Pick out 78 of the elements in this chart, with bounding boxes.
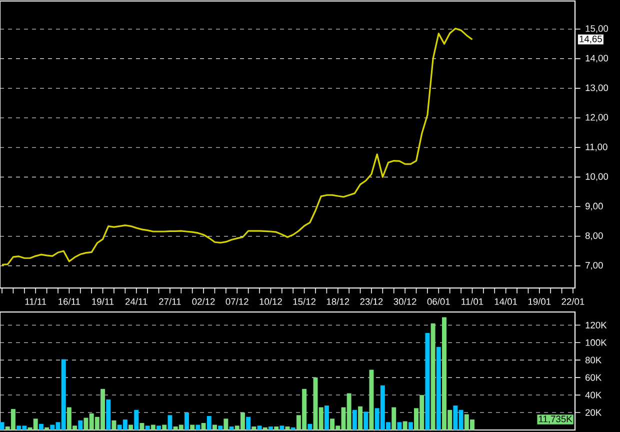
bar (290, 427, 296, 430)
bar (201, 423, 206, 430)
bar (252, 426, 256, 430)
y-tick-label: 15,00 (586, 25, 608, 33)
bar (78, 420, 83, 430)
bar (206, 416, 212, 430)
annotation: 11,735K (538, 416, 572, 424)
bar (229, 426, 234, 430)
bar (358, 406, 363, 430)
y-tick-label: 80K (585, 356, 602, 364)
bar (44, 427, 50, 430)
bar (262, 427, 268, 430)
y-tick-label: 13,00 (586, 84, 608, 92)
bar (352, 410, 357, 430)
x-tick-label: 11/01 (462, 298, 484, 305)
bar (128, 424, 134, 430)
bar (184, 412, 189, 430)
x-tick-label: 02/12 (192, 298, 215, 305)
y-tick-label: 10,00 (586, 173, 608, 181)
bar (212, 424, 217, 430)
bar (402, 421, 408, 430)
x-tick-label: 07/12 (226, 298, 248, 305)
bar (369, 370, 374, 430)
bar (106, 399, 111, 430)
x-tick-label: 23/12 (360, 298, 383, 305)
x-tick-label: 10/12 (260, 298, 282, 305)
x-tick-label: 27/11 (159, 298, 181, 305)
bar (308, 424, 312, 430)
bar (425, 332, 430, 430)
bar (268, 426, 273, 430)
y-tick-label: 100K (586, 339, 607, 346)
bar (436, 346, 441, 430)
bar (190, 424, 195, 430)
bar (224, 418, 228, 430)
bar (145, 426, 150, 430)
x-tick-label: 11/11 (25, 298, 46, 305)
bar (257, 426, 262, 430)
bar (112, 420, 116, 430)
bar (246, 416, 251, 430)
y-tick-label: 20K (586, 409, 602, 416)
x-tick-label: 19/11 (92, 298, 114, 305)
bar (324, 406, 329, 430)
y-tick-label: 7,00 (586, 262, 603, 270)
bar (156, 426, 161, 430)
x-tick-label: 15/12 (293, 298, 316, 305)
bar (140, 423, 144, 430)
bar (280, 426, 284, 430)
x-tick-label: 16/11 (58, 298, 80, 305)
bar (218, 426, 223, 430)
y-tick-label: 12,00 (586, 114, 608, 122)
x-tick-label: 19/01 (528, 298, 551, 305)
bar (430, 323, 436, 430)
bar (134, 410, 139, 430)
y-tick-label: 14,00 (586, 54, 608, 63)
y-tick-label: 8,00 (585, 232, 603, 240)
x-tick-label: 14/01 (494, 298, 518, 305)
y-tick-label: 120K (586, 322, 607, 328)
y-tick-label: 9,00 (585, 202, 603, 210)
y-tick-label: 40K (585, 392, 602, 398)
text: 14,65 (580, 36, 602, 44)
bar (397, 422, 402, 430)
x-tick-label: 30/12 (394, 298, 416, 305)
bar (162, 424, 167, 430)
bar (150, 424, 156, 430)
bar (0, 422, 4, 430)
bar (38, 424, 44, 430)
bar (168, 415, 172, 430)
x-tick-label: 22/01 (562, 298, 584, 305)
y-tick-label: 60K (586, 374, 602, 381)
bar (364, 412, 368, 430)
x-tick-label: 06/01 (427, 298, 450, 305)
bar (274, 426, 279, 430)
bar (196, 424, 200, 430)
bar (392, 407, 396, 430)
x-tick-label: 18/12 (326, 298, 350, 305)
y-tick-label: 11,00 (586, 144, 608, 152)
bar (408, 422, 413, 430)
x-tick-label: 24/11 (125, 298, 148, 305)
